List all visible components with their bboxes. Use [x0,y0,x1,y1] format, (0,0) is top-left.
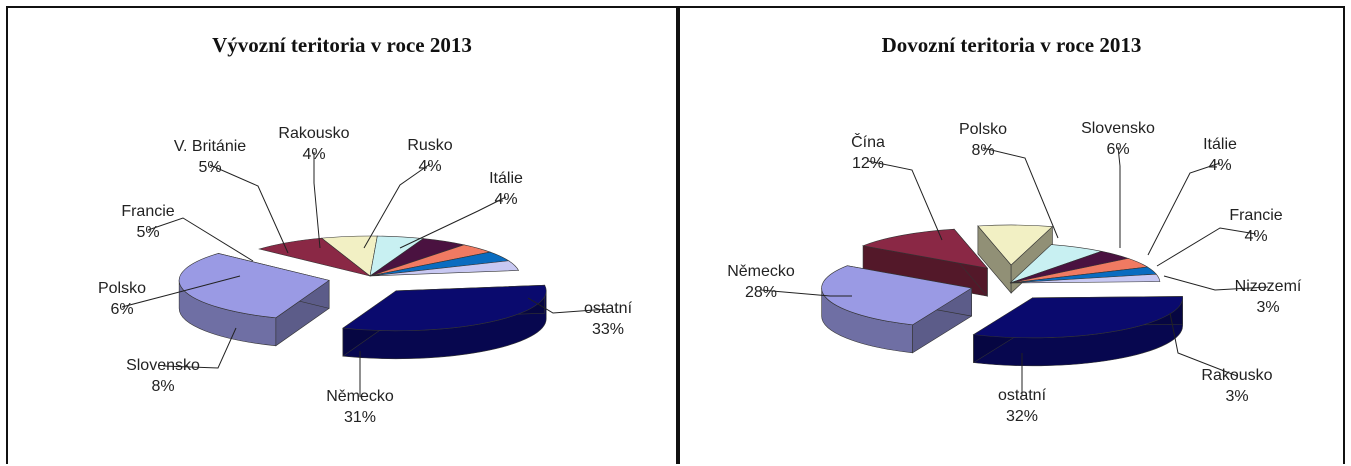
slice-label-value: 4% [1208,157,1231,174]
slice-label-value: 8% [971,142,994,159]
leader-line [147,217,254,262]
slice-label-value: 32% [1006,408,1038,425]
export-chart-panel: Vývozní teritoria v roce 2013 ostatní 33%… [6,6,678,464]
leader-line [1147,162,1221,256]
slice-label-value: 12% [852,155,884,172]
slice-label-name: Německo [727,263,795,280]
slice-label-value: 28% [745,284,777,301]
leader-line [1156,227,1257,267]
slice-label-name: Rusko [407,137,452,154]
slice-label-value: 4% [418,158,441,175]
slice-label-value: 8% [151,378,174,395]
slice-label-name: Německo [326,388,394,405]
import-chart-panel: Dovozní teritoria v roce 2013 ostatní 32%… [678,6,1345,464]
leader-line [363,163,431,249]
slice-label-value: 3% [1225,388,1248,405]
slice-italie [369,260,520,277]
slice-cina [861,228,989,297]
leader-line [209,164,289,254]
slice-rakousko [1009,273,1161,284]
export-pie-chart: ostatní 33% Německo 31% Slovensko 8% Polsko 6% F… [98,125,633,426]
slice-label-name: Rakousko [1201,367,1272,384]
slice-nemecko [821,265,973,354]
leader-line [162,327,237,369]
chart-title: Dovozní teritoria v roce 2013 [881,33,1142,57]
slice-label-name: Itálie [489,170,523,187]
slice-label-value: 6% [110,301,133,318]
leader-line [313,152,321,249]
slice-label-value: 6% [1106,141,1129,158]
slice-label-name: Polsko [98,280,146,297]
slice-label-name: Slovensko [1081,120,1155,137]
slice-label-value: 31% [344,409,376,426]
slice-ostatni [342,284,547,360]
slice-label-name: Rakousko [278,125,349,142]
slice-label-value: 4% [1244,228,1267,245]
slice-label-value: 5% [198,159,221,176]
slice-label-name: Slovensko [126,357,200,374]
slice-label-name: Francie [121,203,174,220]
leader-line [1169,312,1238,377]
leader-line [399,196,507,249]
leader-line [1163,275,1269,291]
slice-label-value: 4% [302,146,325,163]
slice-label-name: Francie [1229,207,1282,224]
leader-line [982,147,1059,239]
leader-line [1117,146,1121,248]
slice-label-value: 33% [592,321,624,338]
chart-title: Vývozní teritoria v roce 2013 [212,33,472,57]
leader-line [867,160,943,241]
leader-line [760,289,852,297]
leader-line [527,297,609,314]
slice-label-name: Nizozemí [1235,278,1302,295]
slice-ostatni [972,296,1183,367]
slice-label-value: 3% [1256,299,1279,316]
slice-label-name: V. Británie [174,138,246,155]
slice-label-name: Čína [851,132,885,151]
slice-label-name: Itálie [1203,136,1237,153]
import-pie-chart: ostatní 32% Německo 28% Čína 12% Polsko 8% Slove… [727,120,1302,425]
slice-label-name: ostatní [998,387,1047,404]
leader-line [121,275,241,308]
slice-label-name: Polsko [959,121,1007,138]
slice-label-value: 5% [136,224,159,241]
slice-slovensko [258,237,371,277]
slice-nemecko [178,253,330,347]
slice-label-name: ostatní [584,300,633,317]
slice-label-value: 4% [494,191,517,208]
